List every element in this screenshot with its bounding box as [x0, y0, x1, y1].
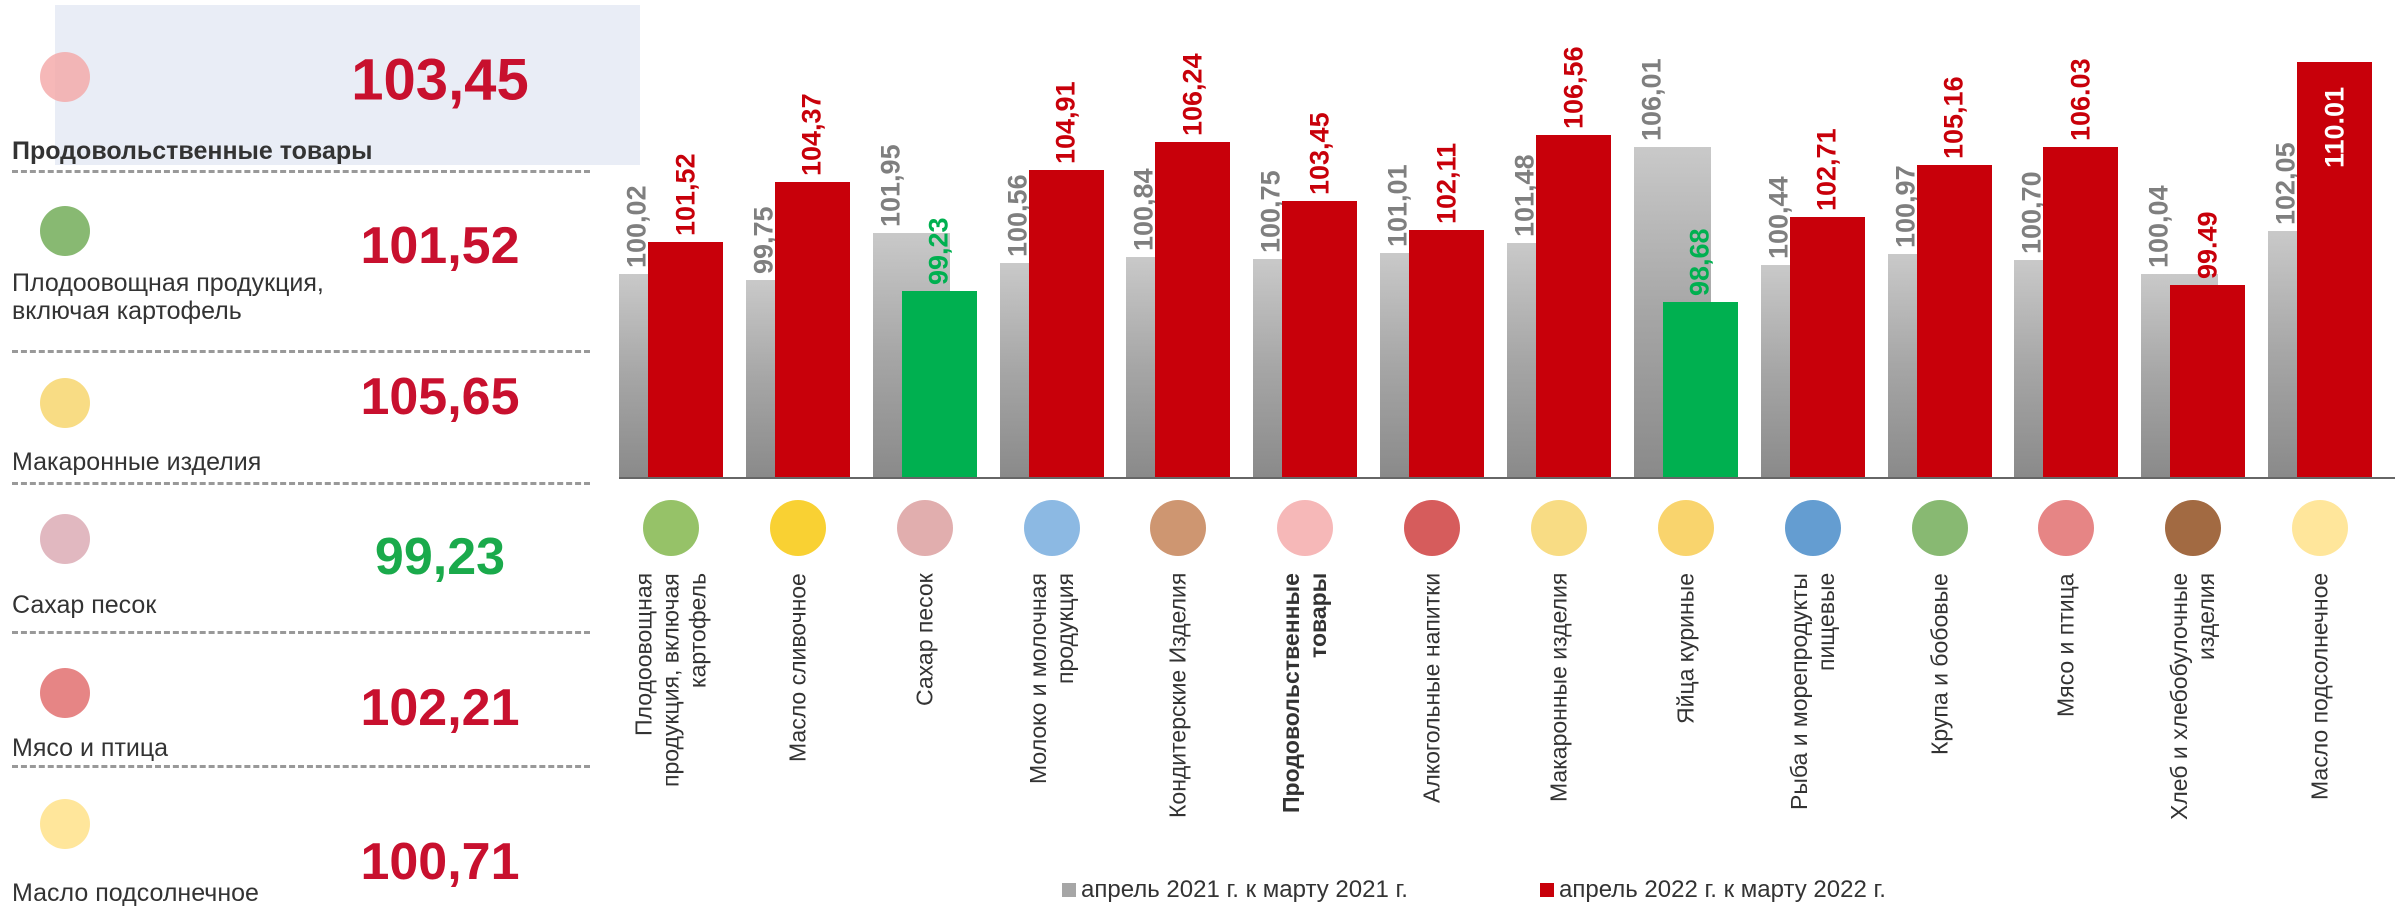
summary-label: Макаронные изделия — [12, 448, 262, 476]
value-label: 106,24 — [1177, 53, 1208, 137]
x-tick-label: Сахар песок — [911, 573, 938, 706]
summary-icon — [40, 52, 90, 102]
value-label: 99,23 — [923, 217, 954, 285]
category-icon — [1277, 500, 1334, 556]
bar — [1409, 229, 1485, 477]
category-icon — [1023, 500, 1080, 556]
value-label: 102,71 — [1811, 128, 1842, 211]
summary-label: Сахар песок — [12, 591, 157, 619]
legend-item: апрель 2021 г. к марту 2021 г. — [1062, 876, 1408, 904]
summary-label: Масло подсолнечное — [12, 879, 259, 906]
category-icon — [1150, 500, 1207, 556]
x-tick-label: Плодоовощная продукция, включая картофел… — [630, 573, 711, 787]
divider — [12, 170, 590, 173]
divider — [12, 350, 590, 353]
category-icon — [1404, 500, 1461, 556]
bar — [901, 290, 977, 477]
legend-label: апрель 2022 г. к марту 2022 г. — [1559, 876, 1886, 903]
category-icon — [769, 500, 826, 556]
value-label: 110.01 — [2319, 87, 2350, 169]
x-tick-label: Хлеб и хлебобулочные изделия — [2166, 573, 2220, 821]
category-icon — [1784, 500, 1841, 556]
x-tick-label: Продовольственные товары — [1278, 573, 1332, 813]
legend-item: апрель 2022 г. к марту 2022 г. — [1540, 876, 1886, 904]
category-icon — [643, 500, 699, 556]
bar — [1155, 142, 1231, 477]
x-tick-label: Мясо и птица — [2052, 573, 2079, 717]
category-icon — [2165, 500, 2222, 556]
bar — [1916, 165, 1992, 477]
x-tick-label: Макаронные изделия — [1545, 573, 1572, 803]
summary-value: 100,71 — [360, 833, 520, 891]
summary-icon — [40, 378, 90, 428]
summary-icon — [40, 799, 90, 849]
summary-value: 99,23 — [374, 528, 506, 586]
legend-swatch — [1062, 883, 1076, 897]
divider — [12, 482, 590, 485]
bar — [2170, 285, 2246, 477]
value-label: 105,16 — [1938, 76, 1969, 160]
x-tick-label: Алкогольные напитки — [1418, 573, 1445, 804]
category-icon — [1657, 500, 1714, 556]
value-label: 106,56 — [1558, 46, 1588, 130]
legend-swatch — [1540, 883, 1554, 897]
value-label: 106.03 — [2065, 58, 2096, 141]
x-tick-label: Масло подсолнечное — [2306, 573, 2333, 801]
value-label: 102,11 — [1431, 142, 1462, 224]
summary-value: 103,45 — [351, 47, 529, 113]
x-tick-label: Яйца куриные — [1672, 573, 1699, 725]
value-label: 99.49 — [2192, 211, 2223, 280]
summary-label: Мясо и птица — [12, 734, 169, 762]
summary-icon — [40, 206, 90, 256]
bar — [2043, 146, 2119, 477]
divider — [12, 631, 590, 634]
category-icon — [1531, 500, 1587, 556]
bar — [2297, 62, 2373, 477]
legend-label: апрель 2021 г. к марту 2021 г. — [1081, 876, 1408, 903]
category-icon — [896, 500, 953, 556]
value-label: 100,04 — [2143, 185, 2174, 268]
category-icon — [2292, 500, 2349, 556]
bar — [1789, 217, 1865, 477]
summary-label: Продовольственные товары — [12, 137, 373, 165]
value-label: 103,45 — [1304, 112, 1335, 196]
value-label: 106,01 — [1636, 58, 1667, 142]
bar — [1662, 302, 1738, 477]
summary-icon — [40, 668, 90, 718]
x-tick-label: Кондитерские Изделия — [1164, 573, 1191, 819]
value-label: 98,68 — [1684, 228, 1715, 297]
summary-icon — [40, 514, 90, 564]
value-label: 104,37 — [796, 93, 827, 176]
baseline — [619, 477, 2395, 479]
bar — [1282, 201, 1358, 477]
summary-value: 101,52 — [360, 217, 520, 275]
summary-label: Плодоовощная продукция, включая картофел… — [12, 269, 324, 325]
bar — [1028, 170, 1104, 477]
x-tick-label: Рыба и морепродукты пищевые — [1785, 573, 1839, 810]
category-icon — [1911, 500, 1968, 556]
summary-value: 105,65 — [360, 368, 520, 426]
value-label: 101,52 — [670, 153, 700, 237]
x-tick-label: Крупа и бобовые — [1926, 573, 1953, 755]
summary-value: 102,21 — [360, 679, 520, 737]
x-tick-label: Молоко и молочная продукция — [1024, 573, 1078, 784]
highlight-box — [55, 5, 640, 165]
value-label: 101,95 — [875, 144, 906, 228]
bar — [1536, 135, 1611, 477]
x-tick-label: Масло сливочное — [784, 573, 811, 762]
bar — [774, 181, 850, 477]
value-label: 104,91 — [1050, 81, 1081, 165]
category-icon — [2038, 500, 2095, 556]
divider — [12, 765, 590, 768]
bar — [648, 242, 723, 477]
